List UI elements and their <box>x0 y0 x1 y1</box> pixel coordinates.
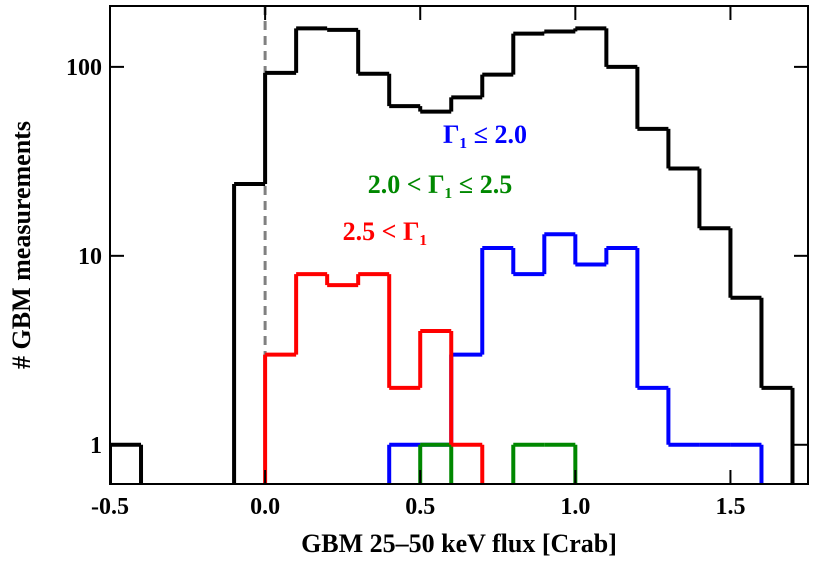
y-tick-label: 10 <box>78 244 102 270</box>
legend-label: Γ₁ ≤ 2.0 <box>443 120 527 149</box>
y-axis-label: # GBM measurements <box>7 121 36 369</box>
frame <box>109 5 809 485</box>
x-tick-label: 1.5 <box>715 494 745 520</box>
y-tick-label: 1 <box>90 433 102 459</box>
x-tick-label: 1.0 <box>560 494 590 520</box>
y-tick-label: 100 <box>66 55 102 81</box>
plot-area <box>110 6 795 484</box>
legend-label: 2.0 < Γ₁ ≤ 2.5 <box>368 170 512 199</box>
x-tick-label: 0.5 <box>405 494 435 520</box>
x-axis-label: GBM 25–50 keV flux [Crab] <box>301 529 617 558</box>
legend-label: 2.5 < Γ₁ <box>343 217 428 246</box>
x-tick-label: -0.5 <box>91 494 129 520</box>
x-tick-label: 0.0 <box>250 494 280 520</box>
